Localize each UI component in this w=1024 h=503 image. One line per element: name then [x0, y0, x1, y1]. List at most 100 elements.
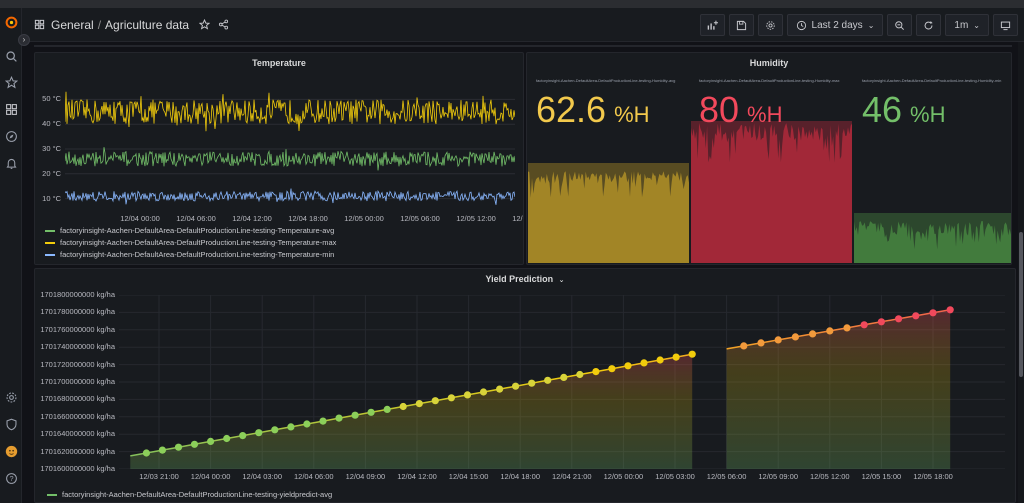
humidity-stat-unit: %H — [910, 102, 946, 127]
yield-data-point[interactable] — [592, 368, 600, 376]
yield-data-point[interactable] — [946, 306, 954, 314]
yield-prediction-panel[interactable]: Yield Prediction ⌄ factoryinsight-Aachen… — [34, 268, 1016, 503]
yield-data-point[interactable] — [528, 379, 536, 387]
yield-data-point[interactable] — [791, 333, 800, 341]
yield-data-point[interactable] — [560, 373, 568, 381]
yield-data-point[interactable] — [608, 365, 616, 373]
yield-data-point[interactable] — [271, 426, 279, 434]
save-dashboard-button[interactable] — [728, 14, 754, 36]
yield-panel-title[interactable]: Yield Prediction ⌄ — [35, 274, 1015, 284]
yield-data-point[interactable] — [688, 350, 696, 358]
yield-legend-item[interactable]: factoryinsight-Aachen-DefaultArea-Defaul… — [47, 490, 332, 499]
yield-data-point[interactable] — [223, 434, 231, 443]
humidity-panel-title[interactable]: Humidity — [749, 58, 789, 68]
temperature-chart[interactable] — [65, 87, 515, 211]
humidity-panel[interactable]: Humidity factoryinsight-Aachen-DefaultAr… — [526, 52, 1012, 265]
humidity-stat-value[interactable]: 46 %H — [862, 89, 946, 131]
yield-data-point[interactable] — [207, 437, 215, 445]
breadcrumb-folder[interactable]: General — [51, 17, 94, 32]
temperature-y-tick: 10 °C — [42, 193, 61, 203]
yield-data-point[interactable] — [895, 315, 903, 323]
yield-data-point[interactable] — [303, 420, 311, 428]
yield-data-point[interactable] — [174, 443, 183, 451]
yield-data-point[interactable] — [255, 429, 263, 437]
chevron-down-icon: ⌄ — [558, 277, 565, 284]
yield-y-tick: 1701600000000 kg/ha — [40, 464, 115, 473]
yield-chart[interactable] — [119, 295, 1005, 469]
zoom-out-button[interactable] — [887, 14, 913, 36]
page-scrollbar[interactable] — [1018, 42, 1024, 503]
temperature-panel-title[interactable]: Temperature — [252, 58, 306, 68]
yield-data-point[interactable] — [351, 411, 359, 419]
yield-data-point[interactable] — [929, 309, 937, 317]
yield-data-point[interactable] — [287, 423, 295, 431]
temperature-series-line[interactable] — [65, 188, 515, 205]
refresh-button[interactable] — [916, 14, 942, 36]
dashboards-icon[interactable] — [3, 101, 19, 117]
temperature-legend-item[interactable]: factoryinsight-Aachen-DefaultArea-Defaul… — [45, 226, 334, 235]
yield-data-point[interactable] — [479, 388, 488, 396]
temperature-panel[interactable]: Temperature 50 °C 40 °C 30 °C 20 °C 10 °C 12/… — [34, 52, 524, 265]
yield-data-point[interactable] — [877, 318, 886, 326]
dashboard-title[interactable]: Agriculture data — [105, 17, 190, 32]
yield-data-point[interactable] — [740, 342, 748, 350]
yield-x-tick: 12/05 12:00 — [809, 472, 850, 481]
share-icon[interactable] — [218, 19, 229, 30]
yield-data-point[interactable] — [860, 321, 868, 329]
yield-data-point[interactable] — [640, 359, 648, 367]
yield-data-point[interactable] — [912, 312, 920, 320]
yield-data-point[interactable] — [512, 382, 520, 390]
yield-x-tick: 12/04 12:00 — [397, 472, 437, 481]
help-icon[interactable]: ? — [3, 470, 19, 486]
sidebar-expand-button[interactable]: › — [18, 34, 30, 46]
temperature-series-line[interactable] — [65, 91, 515, 132]
search-icon[interactable] — [3, 48, 19, 64]
avatar[interactable] — [3, 443, 19, 459]
yield-data-point[interactable] — [190, 440, 199, 448]
yield-data-point[interactable] — [496, 385, 504, 393]
refresh-interval-picker[interactable]: 1m ⌄ — [945, 14, 989, 36]
yield-data-point[interactable] — [826, 327, 834, 335]
yield-data-point[interactable] — [415, 400, 423, 408]
yield-data-point[interactable] — [367, 408, 375, 416]
yield-data-point[interactable] — [656, 356, 664, 364]
yield-data-point[interactable] — [239, 432, 247, 440]
temperature-series-line[interactable] — [65, 147, 515, 171]
yield-data-point[interactable] — [447, 394, 455, 402]
alerting-icon[interactable] — [3, 155, 19, 171]
yield-data-point[interactable] — [319, 417, 327, 425]
yield-data-point[interactable] — [158, 446, 166, 454]
humidity-stat-number: 80 — [699, 89, 740, 130]
yield-data-point[interactable] — [774, 336, 782, 344]
yield-data-point[interactable] — [463, 391, 472, 399]
dashboard-settings-button[interactable] — [757, 14, 783, 36]
yield-data-point[interactable] — [142, 449, 150, 457]
scrollbar-thumb[interactable] — [1019, 232, 1023, 377]
yield-data-point[interactable] — [576, 370, 584, 379]
tv-mode-button[interactable] — [993, 14, 1018, 36]
yield-data-point[interactable] — [672, 353, 680, 361]
star-icon[interactable] — [3, 74, 19, 90]
grafana-logo-icon[interactable] — [3, 14, 19, 30]
time-range-picker[interactable]: Last 2 days ⌄ — [786, 14, 884, 36]
temperature-legend-item[interactable]: factoryinsight-Aachen-DefaultArea-Defaul… — [45, 250, 334, 259]
humidity-sparkline — [528, 163, 689, 263]
humidity-stat-value[interactable]: 62.6 %H — [536, 89, 650, 131]
yield-data-point[interactable] — [383, 405, 391, 413]
shield-icon[interactable] — [3, 416, 19, 432]
humidity-stat-value[interactable]: 80 %H — [699, 89, 783, 131]
settings-icon[interactable] — [3, 389, 19, 405]
explore-icon[interactable] — [3, 128, 19, 144]
yield-data-point[interactable] — [399, 402, 407, 411]
add-panel-button[interactable] — [699, 14, 725, 36]
yield-data-point[interactable] — [757, 339, 765, 347]
yield-data-point[interactable] — [431, 397, 439, 405]
yield-data-point[interactable] — [544, 376, 552, 384]
humidity-sparkline — [854, 213, 1011, 263]
star-icon[interactable] — [199, 19, 211, 30]
yield-data-point[interactable] — [843, 324, 851, 332]
yield-data-point[interactable] — [809, 330, 817, 338]
yield-data-point[interactable] — [624, 362, 632, 370]
temperature-legend-item[interactable]: factoryinsight-Aachen-DefaultArea-Defaul… — [45, 238, 336, 247]
yield-data-point[interactable] — [335, 414, 343, 422]
